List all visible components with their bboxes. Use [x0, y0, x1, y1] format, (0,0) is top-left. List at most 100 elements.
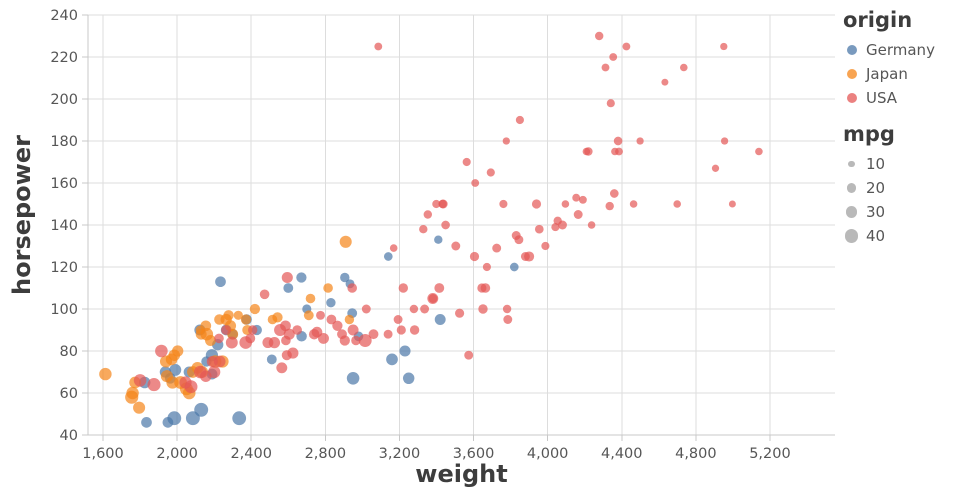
- data-point: [159, 355, 173, 368]
- data-point: [409, 304, 419, 314]
- data-point: [169, 363, 182, 376]
- data-point: [368, 329, 379, 340]
- data-point: [248, 325, 258, 335]
- data-point: [605, 201, 614, 211]
- origin-legend-title: origin: [843, 8, 913, 32]
- y-tick-label: 140: [50, 218, 78, 234]
- data-point: [661, 78, 669, 86]
- data-point: [636, 137, 644, 145]
- data-point: [374, 42, 383, 51]
- x-tick-label: 4,400: [601, 446, 643, 462]
- japan-swatch-icon: [843, 68, 860, 79]
- data-point: [611, 147, 619, 156]
- data-point: [478, 304, 488, 314]
- size-40-swatch-icon: [843, 229, 860, 243]
- mpg-legend-title: mpg: [843, 122, 895, 147]
- data-point: [339, 335, 350, 346]
- data-point: [167, 411, 182, 426]
- y-tick-label: 160: [50, 176, 78, 192]
- y-tick-label: 120: [50, 260, 78, 276]
- data-point: [332, 320, 343, 331]
- data-point: [409, 325, 420, 335]
- size-20-swatch-icon: [843, 183, 860, 193]
- data-point: [361, 304, 371, 314]
- data-point: [427, 293, 439, 304]
- data-point: [451, 241, 461, 251]
- data-point: [423, 210, 432, 219]
- data-point: [339, 235, 352, 248]
- legend-label-germany: Germany: [866, 40, 935, 59]
- data-point: [346, 372, 360, 385]
- data-point: [499, 199, 508, 209]
- y-tick-label: 80: [60, 344, 78, 360]
- data-point: [541, 241, 550, 251]
- data-point: [561, 200, 570, 208]
- legend-label-size-20: 20: [866, 178, 886, 197]
- x-tick-label: 4,000: [527, 446, 569, 462]
- data-point: [434, 314, 446, 325]
- data-point: [578, 195, 587, 204]
- data-point: [141, 417, 152, 428]
- data-point: [249, 303, 261, 315]
- data-point: [99, 367, 112, 381]
- data-point: [432, 199, 441, 209]
- data-point: [303, 310, 314, 321]
- data-point: [455, 308, 465, 318]
- y-tick-label: 240: [50, 8, 78, 24]
- data-point: [351, 335, 361, 346]
- data-point: [225, 336, 238, 349]
- data-point: [383, 252, 393, 261]
- data-point: [728, 200, 736, 208]
- legend-item-germany: Germany: [843, 39, 958, 60]
- y-tick-label: 60: [60, 386, 78, 402]
- data-point: [326, 314, 337, 325]
- data-point: [441, 220, 450, 230]
- legend-item-japan: Japan: [843, 63, 958, 84]
- data-point: [524, 251, 535, 262]
- data-point: [266, 354, 277, 365]
- legend-label-size-30: 30: [866, 202, 886, 221]
- data-point: [172, 345, 184, 357]
- data-point: [396, 325, 406, 335]
- data-point: [399, 345, 411, 357]
- data-point: [280, 320, 291, 332]
- data-point: [393, 315, 403, 324]
- data-point: [205, 335, 216, 346]
- data-point: [259, 289, 270, 300]
- data-point: [606, 99, 615, 108]
- y-tick-label: 100: [50, 302, 78, 318]
- data-point: [200, 320, 212, 332]
- data-point: [215, 276, 226, 288]
- legend-size-item-40: 40: [843, 225, 958, 246]
- data-point: [573, 210, 583, 219]
- data-point: [296, 272, 307, 283]
- legend-item-usa: USA: [843, 87, 958, 108]
- y-tick-label: 220: [50, 50, 78, 66]
- data-point: [471, 179, 480, 187]
- data-point: [147, 378, 161, 392]
- germany-swatch-icon: [843, 44, 860, 55]
- data-point: [464, 350, 474, 360]
- data-point: [221, 325, 231, 335]
- data-point: [502, 304, 512, 314]
- data-point: [214, 333, 224, 344]
- data-point: [486, 168, 495, 177]
- data-point: [308, 328, 320, 340]
- data-point: [434, 235, 443, 244]
- data-point: [515, 115, 524, 125]
- data-point: [609, 53, 618, 61]
- data-point: [503, 315, 513, 324]
- data-point: [502, 137, 510, 145]
- data-point: [462, 157, 471, 167]
- y-tick-label: 200: [50, 92, 78, 108]
- data-point: [572, 193, 581, 202]
- data-point: [420, 304, 430, 314]
- data-point: [160, 370, 173, 383]
- data-point: [272, 312, 283, 323]
- data-point: [584, 147, 593, 156]
- data-point: [283, 283, 294, 293]
- data-point: [344, 314, 355, 325]
- data-point: [587, 221, 596, 229]
- data-point: [323, 283, 333, 293]
